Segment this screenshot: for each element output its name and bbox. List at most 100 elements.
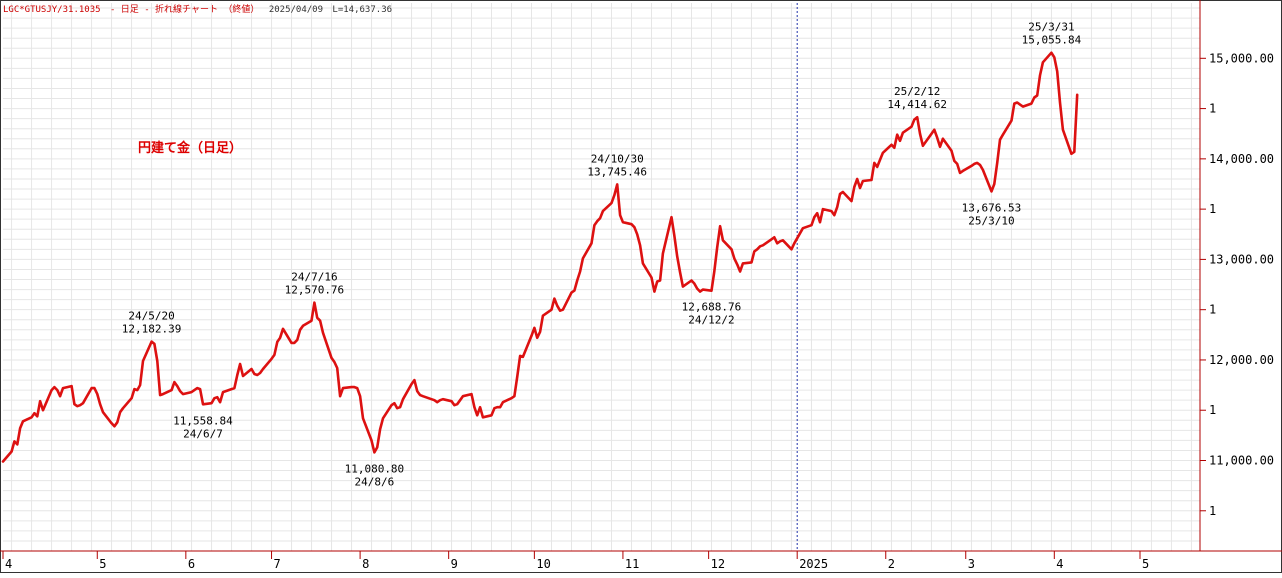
data-point [559,310,561,312]
data-point [616,183,618,185]
data-point [1019,104,1021,106]
data-point [91,387,93,389]
data-point [96,393,98,395]
data-point [753,250,755,252]
chart-header: LGC*GTUSJY/31.1035 - 日足 - 折れ線チャート （終値） 2… [3,2,396,15]
data-point [419,394,421,396]
data-point [382,417,384,419]
data-point [1036,94,1038,97]
annotation-label: 12,570.76 [285,284,345,297]
y-tick-label: 1 [1209,202,1216,216]
y-tick-label: 1 [1209,504,1216,518]
data-point [410,383,413,385]
data-point [1002,134,1004,136]
data-point [722,239,724,241]
x-tick-label: 8 [362,557,369,571]
data-point [373,451,375,453]
data-point [676,255,678,257]
data-point [76,405,78,407]
series-layer [1,51,1079,463]
data-point [936,137,938,139]
data-point [399,406,401,408]
data-point [250,368,253,370]
data-point [19,427,21,429]
data-point [73,403,75,405]
data-point [162,393,164,395]
data-point [882,152,884,154]
data-point [570,292,573,294]
data-point [210,402,213,404]
data-point [470,393,473,395]
data-point [62,387,64,389]
data-point [59,395,61,397]
data-point [359,395,361,397]
data-point [836,206,838,208]
data-point [239,363,241,365]
data-point [633,226,636,228]
data-point [213,397,215,399]
data-point [242,375,244,377]
data-point [439,399,441,401]
data-point [959,172,961,174]
y-tick-label: 1 [1209,403,1216,417]
data-point [659,279,661,282]
annotation-label: 12,182.39 [122,323,182,336]
data-point [1076,94,1078,96]
data-point [822,208,824,210]
data-point [642,262,644,264]
data-point [102,411,104,413]
annotation-label: 25/2/12 [894,85,940,98]
data-point [770,238,773,240]
data-point [699,291,701,293]
data-point [196,387,198,389]
data-point [639,244,641,246]
x-tick-label: 5 [99,557,106,571]
data-point [270,358,273,360]
data-point [650,276,653,279]
data-point [402,398,404,400]
data-point [679,271,681,274]
data-point [956,163,958,165]
data-point [79,404,81,406]
data-point [171,389,173,391]
y-tick-label: 14,000.00 [1209,152,1274,166]
data-point [839,193,841,195]
data-point [1050,52,1052,54]
data-point [39,400,41,402]
data-point [153,343,155,345]
data-point [739,270,741,273]
data-point [716,246,718,248]
data-point [396,407,398,409]
data-point [316,317,318,319]
data-point [136,389,138,391]
data-point [290,342,293,344]
data-point [99,403,101,405]
annotation-label: 24/7/16 [291,271,337,284]
data-point [813,216,815,218]
data-point [482,416,484,418]
data-point [550,309,553,311]
data-point [1062,129,1064,131]
data-point [459,399,461,401]
x-tick-label: 7 [274,557,281,571]
data-point [830,210,833,212]
data-point [522,356,524,358]
data-point [576,279,578,282]
data-point [533,327,536,329]
data-point [610,202,613,204]
data-point [762,244,764,246]
x-tick-label: 3 [968,557,975,571]
data-point [499,406,501,408]
data-point [151,341,153,343]
data-point [619,214,621,216]
data-point [782,239,784,241]
data-point [859,187,861,189]
y-tick-label: 15,000.00 [1209,51,1274,65]
data-point [513,395,516,397]
data-point [479,406,481,408]
data-point [853,186,855,188]
data-point [119,411,121,413]
data-point [996,162,998,164]
